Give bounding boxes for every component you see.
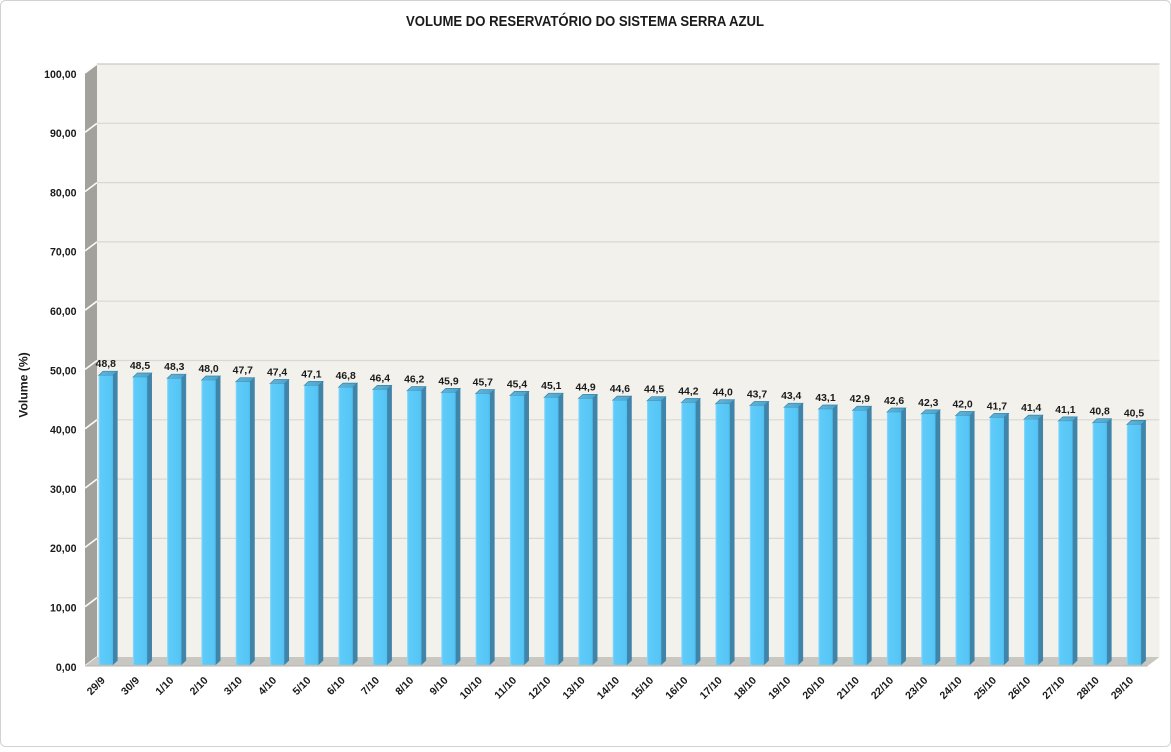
svg-text:40,5: 40,5 <box>1124 408 1144 419</box>
svg-text:40,8: 40,8 <box>1090 407 1110 418</box>
svg-text:48,3: 48,3 <box>164 362 184 373</box>
svg-text:48,5: 48,5 <box>130 361 150 372</box>
svg-text:41,4: 41,4 <box>1021 403 1041 414</box>
svg-text:42,3: 42,3 <box>918 398 938 409</box>
svg-text:41,7: 41,7 <box>987 401 1007 412</box>
svg-text:43,7: 43,7 <box>747 390 767 401</box>
svg-text:50,00: 50,00 <box>50 365 77 377</box>
svg-text:Volume (%): Volume (%) <box>16 352 30 417</box>
svg-text:42,6: 42,6 <box>884 396 904 407</box>
svg-text:48,0: 48,0 <box>198 364 218 375</box>
svg-text:47,4: 47,4 <box>267 368 287 379</box>
svg-text:43,4: 43,4 <box>781 391 801 402</box>
svg-text:47,7: 47,7 <box>233 366 253 377</box>
svg-text:42,0: 42,0 <box>952 400 972 411</box>
svg-text:80,00: 80,00 <box>50 187 77 199</box>
svg-text:46,4: 46,4 <box>370 373 390 384</box>
svg-text:45,1: 45,1 <box>541 381 561 392</box>
svg-text:41,1: 41,1 <box>1055 405 1075 416</box>
svg-text:VOLUME DO RESERVATÓRIO DO SIST: VOLUME DO RESERVATÓRIO DO SISTEMA SERRA … <box>406 12 764 30</box>
svg-text:44,0: 44,0 <box>713 388 733 399</box>
svg-text:30,00: 30,00 <box>50 484 77 496</box>
svg-text:60,00: 60,00 <box>50 306 77 318</box>
svg-text:46,2: 46,2 <box>404 375 424 386</box>
svg-text:44,2: 44,2 <box>678 387 698 398</box>
svg-text:10,00: 10,00 <box>50 603 77 615</box>
svg-text:40,00: 40,00 <box>50 425 77 437</box>
svg-text:48,8: 48,8 <box>96 359 116 370</box>
svg-text:45,9: 45,9 <box>438 376 458 387</box>
svg-text:90,00: 90,00 <box>50 128 77 140</box>
svg-text:44,6: 44,6 <box>610 384 630 395</box>
svg-text:42,9: 42,9 <box>850 394 870 405</box>
svg-text:20,00: 20,00 <box>50 543 77 555</box>
svg-text:44,5: 44,5 <box>644 385 664 396</box>
svg-text:45,7: 45,7 <box>473 378 493 389</box>
svg-text:70,00: 70,00 <box>50 247 77 259</box>
svg-text:0,00: 0,00 <box>56 662 77 674</box>
svg-text:45,4: 45,4 <box>507 379 527 390</box>
svg-text:47,1: 47,1 <box>301 369 321 380</box>
svg-text:100,00: 100,00 <box>44 69 77 81</box>
svg-text:46,8: 46,8 <box>336 371 356 382</box>
svg-text:43,1: 43,1 <box>815 393 835 404</box>
svg-text:44,9: 44,9 <box>575 382 595 393</box>
